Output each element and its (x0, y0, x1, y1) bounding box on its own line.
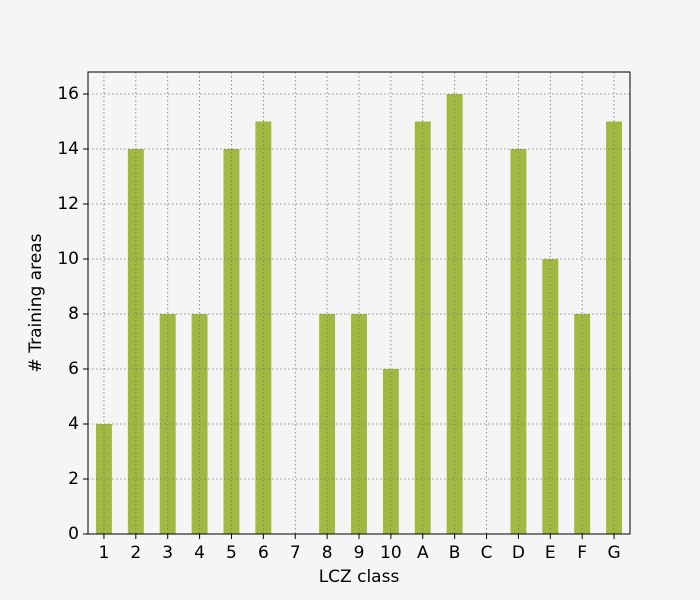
y-axis-label: # Training areas (26, 233, 46, 372)
x-tick-label: A (417, 543, 429, 563)
x-tick-label: 6 (258, 543, 269, 563)
x-tick-label: 1 (99, 543, 110, 563)
x-axis-label: LCZ class (319, 567, 400, 587)
x-tick-label: C (481, 543, 493, 563)
plot-frame (87, 71, 631, 535)
x-tick-label: E (545, 543, 556, 563)
x-tick-label: 9 (354, 543, 365, 563)
x-tick-label: 5 (226, 543, 237, 563)
y-tick-label: 6 (68, 359, 79, 379)
x-tick-label: G (607, 543, 620, 563)
x-tick-label: F (577, 543, 587, 563)
y-tick-label: 4 (68, 414, 79, 434)
bar (414, 121, 431, 534)
x-tick-label: 3 (162, 543, 173, 563)
x-tick-label: 10 (380, 543, 402, 563)
x-tick-label: D (512, 543, 525, 563)
bar (606, 121, 623, 534)
bar (446, 94, 463, 534)
y-tick-label: 0 (68, 524, 79, 544)
x-tick-label: B (449, 543, 461, 563)
bar (255, 121, 272, 534)
bar (95, 424, 112, 534)
x-tick-label: 2 (130, 543, 141, 563)
x-tick-label: 7 (290, 543, 301, 563)
x-tick-label: 8 (322, 543, 333, 563)
y-tick-label: 10 (57, 249, 79, 269)
x-tick-label: 4 (194, 543, 205, 563)
y-tick-label: 16 (57, 84, 79, 104)
y-tick-label: 12 (57, 194, 79, 214)
bar (382, 369, 399, 534)
y-tick-label: 14 (57, 139, 79, 159)
y-tick-label: 2 (68, 469, 79, 489)
y-tick-label: 8 (68, 304, 79, 324)
